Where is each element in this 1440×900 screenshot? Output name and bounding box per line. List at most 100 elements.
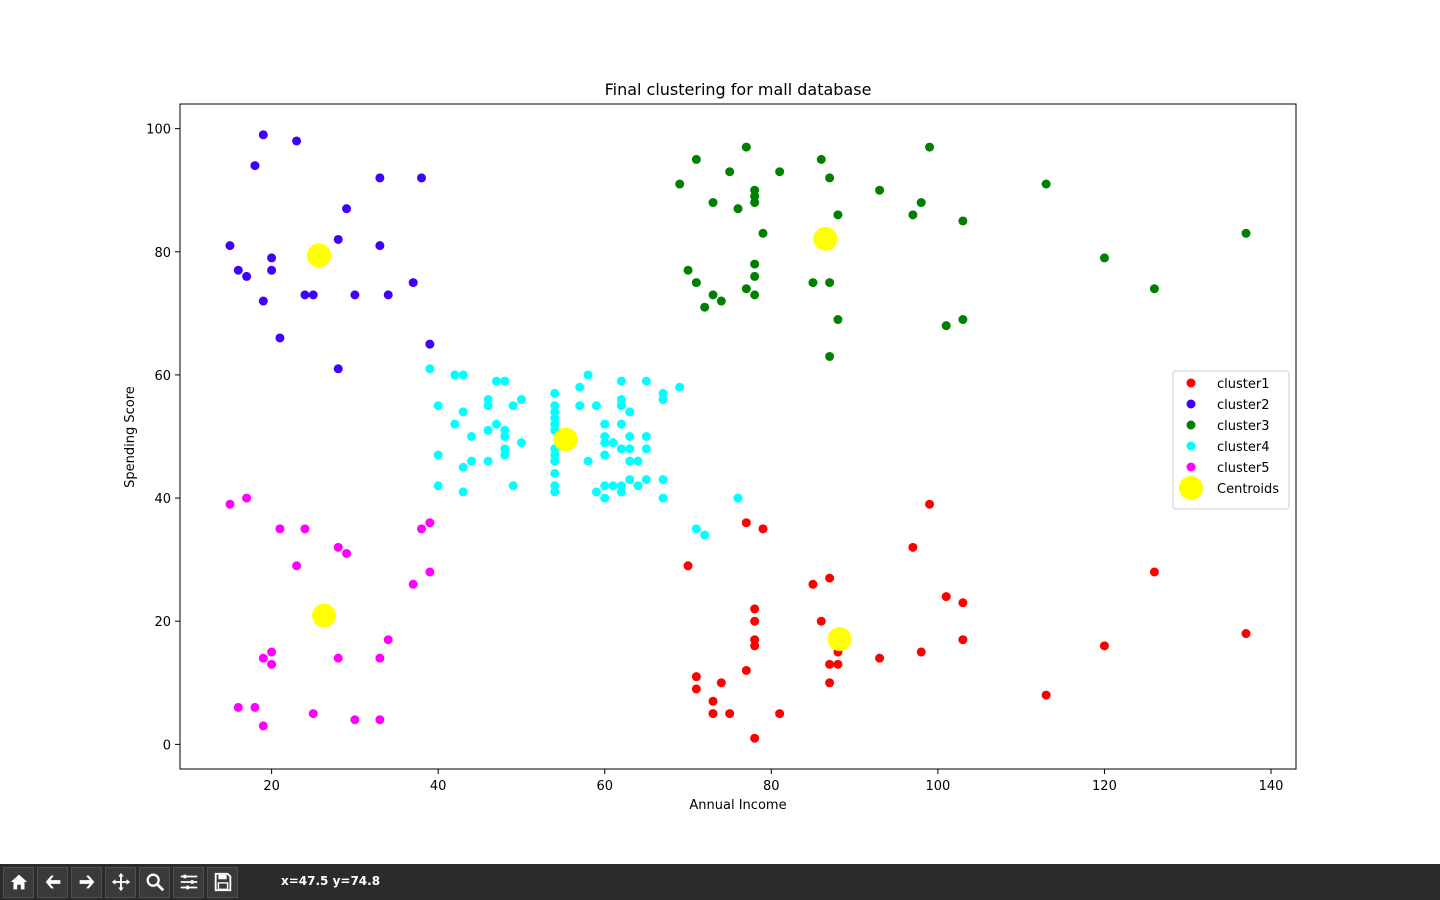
forward-button[interactable] [71, 866, 102, 898]
legend: cluster1 cluster2 cluster3 cluster4 cluster5… [1172, 370, 1290, 510]
data-point [383, 635, 393, 645]
data-point [275, 524, 285, 534]
pan-button[interactable] [105, 866, 136, 898]
data-point [833, 315, 843, 325]
data-point [1241, 228, 1251, 238]
data-point [750, 733, 760, 743]
data-point [683, 265, 693, 275]
series-cluster2 [225, 130, 435, 374]
data-point [1099, 253, 1109, 263]
data-point [500, 450, 510, 460]
data-point [925, 142, 935, 152]
legend-label: cluster3 [1217, 419, 1269, 434]
data-point [550, 481, 560, 491]
cursor-coordinates: x=47.5 y=74.8 [281, 874, 381, 888]
data-point [825, 678, 835, 688]
data-point [625, 456, 635, 466]
centroid-point [307, 243, 332, 268]
data-point [267, 647, 277, 657]
data-point [808, 579, 818, 589]
y-tick-label: 40 [154, 492, 171, 507]
figure: Final clustering for mall database 20 40 6… [123, 80, 1297, 813]
zoom-button[interactable] [139, 866, 170, 898]
data-point [1241, 629, 1251, 639]
data-point [658, 493, 668, 503]
data-point [816, 154, 826, 164]
data-point [958, 216, 968, 226]
data-point [483, 395, 493, 405]
pan-icon [111, 872, 130, 892]
legend-marker [1186, 420, 1196, 430]
home-button[interactable] [3, 866, 34, 898]
data-point [425, 567, 435, 577]
legend-label: cluster2 [1217, 398, 1269, 413]
data-point [733, 493, 743, 503]
forward-icon [79, 875, 94, 889]
chart-title: Final clustering for mall database [605, 80, 872, 99]
configure-button[interactable] [173, 866, 204, 898]
data-point [600, 493, 610, 503]
data-point [258, 296, 268, 306]
data-point [758, 524, 768, 534]
data-point [458, 407, 468, 417]
data-point [550, 487, 560, 497]
data-point [641, 444, 651, 454]
data-point [675, 382, 685, 392]
data-point [483, 425, 493, 435]
save-button[interactable] [207, 866, 238, 898]
data-points [225, 130, 1251, 743]
data-point [267, 265, 277, 275]
data-point [925, 499, 935, 509]
data-point [550, 413, 560, 423]
data-point [916, 647, 926, 657]
data-point [633, 456, 643, 466]
data-point [708, 696, 718, 706]
legend-marker [1186, 378, 1196, 388]
data-point [908, 210, 918, 220]
data-point [641, 475, 651, 485]
data-point [708, 198, 718, 208]
data-point [258, 653, 268, 663]
data-point [417, 524, 427, 534]
data-point [908, 542, 918, 552]
data-point [516, 395, 526, 405]
data-point [616, 395, 626, 405]
data-point [833, 659, 843, 669]
x-axis-label: Annual Income [689, 798, 786, 813]
data-point [775, 709, 785, 719]
data-point [242, 493, 252, 503]
x-tick-label: 60 [596, 779, 613, 794]
data-point [1149, 284, 1159, 294]
data-point [691, 684, 701, 694]
data-point [625, 444, 635, 454]
data-point [616, 401, 626, 411]
legend-marker [1186, 462, 1196, 472]
series-cluster3 [675, 142, 1251, 361]
back-button[interactable] [37, 866, 68, 898]
data-point [575, 382, 585, 392]
data-point [750, 641, 760, 651]
series-cluster1 [683, 499, 1251, 743]
toolbar: x=47.5 y=74.8 [0, 864, 1440, 900]
legend-label: cluster1 [1217, 377, 1269, 392]
data-point [333, 542, 343, 552]
data-point [275, 333, 285, 343]
data-point [958, 315, 968, 325]
data-point [500, 432, 510, 441]
data-point [342, 204, 352, 214]
data-point [608, 438, 618, 448]
plot-area[interactable] [179, 103, 1297, 770]
data-point [425, 339, 435, 349]
data-point [433, 481, 443, 491]
back-icon [45, 875, 60, 889]
data-point [750, 198, 760, 208]
data-point [625, 475, 635, 485]
data-point [350, 715, 360, 725]
data-point [658, 388, 668, 398]
centroid-point [813, 226, 838, 251]
data-point [333, 653, 343, 663]
data-point [433, 401, 443, 411]
data-point [825, 173, 835, 183]
data-point [725, 709, 735, 719]
y-tick-label: 20 [154, 615, 171, 630]
